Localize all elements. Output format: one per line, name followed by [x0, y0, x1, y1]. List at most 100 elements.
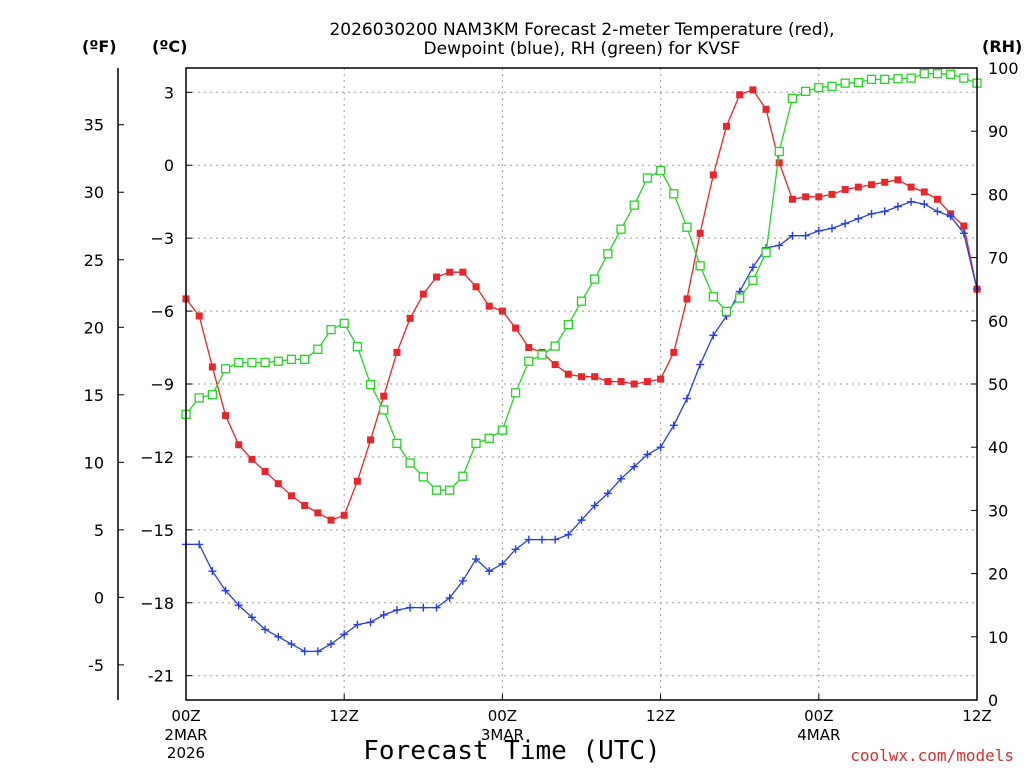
plot-frame — [185, 67, 978, 701]
data-point — [630, 462, 639, 471]
data-point — [248, 455, 256, 463]
c-axis-tick-label: 0 — [164, 156, 174, 175]
data-point — [340, 511, 348, 519]
data-point — [484, 433, 494, 444]
data-point — [749, 86, 757, 94]
data-point — [498, 307, 506, 315]
data-point — [299, 354, 310, 365]
data-point — [353, 477, 361, 485]
data-point — [708, 292, 718, 302]
data-point — [564, 530, 573, 539]
data-point — [379, 610, 388, 619]
data-point — [788, 231, 797, 240]
data-point — [431, 485, 442, 495]
data-point — [274, 632, 283, 641]
data-point — [736, 91, 744, 99]
data-point — [866, 74, 877, 85]
data-point — [880, 207, 889, 216]
data-point — [432, 603, 441, 612]
data-point — [418, 472, 428, 482]
data-point — [380, 392, 388, 400]
c-axis-tick-label: −3 — [150, 229, 174, 248]
data-point — [563, 319, 573, 330]
data-point — [748, 263, 757, 272]
data-point — [247, 613, 256, 622]
data-point — [379, 405, 389, 415]
rh-axis-tick-label: 40 — [988, 438, 1008, 457]
axis-ticks: -21 −18 −15 −12 −9 −6 −3 0 3 -5 0 5 10 15 20 25 30 35 0 10 2… — [84, 59, 1019, 762]
series-layer — [181, 69, 982, 656]
data-point — [959, 229, 968, 238]
series-line — [186, 201, 978, 653]
data-point — [787, 93, 798, 103]
data-point — [195, 312, 203, 320]
data-point — [458, 471, 468, 481]
x-axis-date-label: 2MAR — [164, 726, 207, 744]
data-point — [512, 324, 520, 332]
data-point — [367, 436, 375, 444]
data-point — [670, 348, 678, 356]
data-point — [472, 555, 481, 564]
x-axis-tick-label: 12Z — [646, 707, 675, 725]
series-0 — [182, 86, 981, 524]
data-point — [339, 318, 349, 328]
data-point — [314, 509, 322, 517]
data-point — [301, 502, 309, 510]
data-point — [432, 273, 440, 281]
data-point — [696, 229, 704, 237]
data-point — [287, 492, 295, 500]
f-axis-tick-label: 30 — [84, 183, 104, 202]
fahrenheit-axis-unit: (ºF) — [82, 37, 117, 56]
data-point — [761, 247, 771, 258]
data-point — [801, 231, 810, 240]
data-point — [853, 77, 863, 88]
data-point — [655, 165, 666, 176]
c-axis-tick-label: −6 — [150, 302, 174, 321]
data-point — [920, 200, 929, 209]
rh-axis-tick-label: 0 — [988, 691, 998, 710]
data-point — [800, 86, 811, 97]
data-point — [682, 394, 691, 403]
data-point — [419, 603, 428, 612]
data-point — [485, 567, 494, 576]
f-axis-tick-label: 15 — [84, 386, 104, 405]
data-point — [880, 74, 890, 85]
data-point — [828, 190, 836, 198]
data-point — [419, 290, 427, 298]
data-point — [893, 74, 903, 84]
data-point — [827, 224, 836, 233]
data-point — [366, 618, 375, 627]
data-point — [352, 342, 363, 352]
data-point — [406, 314, 414, 322]
data-point — [340, 630, 349, 639]
data-point — [841, 219, 850, 228]
credit-text: coolwx.com/models — [850, 746, 1014, 765]
data-point — [353, 620, 362, 629]
data-point — [261, 625, 270, 634]
data-point — [393, 348, 401, 356]
data-point — [802, 193, 810, 201]
data-point — [762, 105, 770, 113]
data-point — [537, 350, 547, 360]
data-point — [273, 356, 283, 366]
data-point — [643, 450, 652, 459]
data-point — [682, 222, 692, 232]
data-point — [748, 275, 758, 286]
data-point — [327, 516, 335, 524]
x-axis-tick-label: 00Z — [804, 707, 833, 725]
data-point — [222, 412, 230, 420]
data-point — [471, 438, 481, 449]
data-point — [933, 195, 941, 203]
c-axis-tick-label: −15 — [140, 521, 174, 540]
f-axis-tick-label: 5 — [94, 521, 104, 540]
series-2 — [181, 69, 982, 495]
data-point — [274, 480, 282, 488]
data-point — [841, 186, 849, 194]
data-point — [669, 421, 678, 430]
data-point — [814, 82, 824, 93]
data-point — [472, 283, 480, 291]
data-point — [894, 176, 902, 184]
data-point — [458, 576, 467, 585]
rh-axis-tick-label: 20 — [988, 565, 1008, 584]
